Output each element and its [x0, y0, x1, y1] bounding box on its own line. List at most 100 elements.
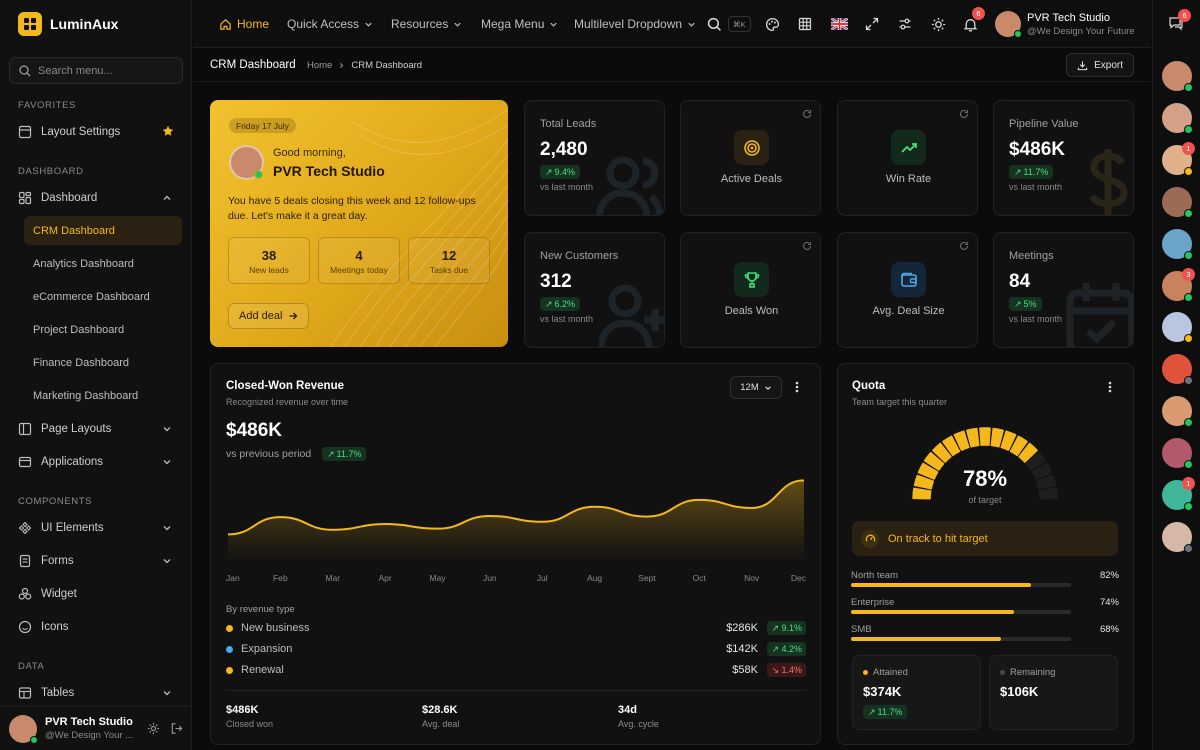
refresh-icon[interactable]: [959, 241, 969, 251]
contact-avatar[interactable]: [1162, 61, 1193, 92]
status-dot: [1184, 418, 1193, 428]
add-deal-button[interactable]: Add deal: [228, 303, 310, 329]
contact-avatar[interactable]: [1162, 396, 1193, 428]
nav-resources[interactable]: Resources: [391, 0, 462, 48]
nav-home[interactable]: Home: [219, 0, 269, 48]
search-icon: [707, 17, 721, 31]
sidebar-user[interactable]: PVR Tech Studio @We Design Your ...: [0, 706, 192, 750]
quota-status-text: On track to hit target: [888, 532, 988, 545]
sidebar-subitem-finance[interactable]: Finance Dashboard: [33, 356, 130, 369]
export-button[interactable]: Export: [1066, 53, 1134, 77]
language-button[interactable]: [829, 14, 849, 34]
x-tick-label: Aug: [587, 573, 602, 583]
settings-sliders-button[interactable]: [895, 14, 915, 34]
gauge-segment-empty: [1035, 474, 1057, 490]
theme-toggle-button[interactable]: [928, 14, 948, 34]
contact-avatar[interactable]: [1162, 312, 1193, 344]
range-select[interactable]: 12M: [730, 376, 782, 399]
contact-avatar[interactable]: [1162, 228, 1193, 260]
tile-avg-deal-size[interactable]: Avg. Deal Size: [837, 232, 978, 348]
gauge-segment-filled: [917, 462, 939, 480]
nav-mega-menu[interactable]: Mega Menu: [481, 0, 558, 48]
nav-multilevel-dropdown[interactable]: Multilevel Dropdown: [574, 0, 696, 48]
star-icon[interactable]: [162, 125, 174, 137]
search-button[interactable]: [704, 14, 724, 34]
contact-avatar[interactable]: [1162, 186, 1193, 218]
topbar-user[interactable]: PVR Tech Studio @We Design Your Future: [995, 11, 1135, 38]
kpi-label: Total Leads: [540, 118, 597, 130]
sidebar-item-icons[interactable]: Icons: [10, 613, 182, 641]
x-tick-label: Jun: [483, 573, 497, 583]
refresh-icon[interactable]: [802, 241, 812, 251]
notifications-badge: 6: [972, 7, 985, 20]
breakdown-name: New business: [241, 622, 310, 634]
refresh-icon[interactable]: [802, 109, 812, 119]
gauge-segment-filled: [1000, 430, 1017, 451]
chevron-down-icon: [550, 22, 557, 27]
revenue-area: [228, 480, 804, 562]
apps-grid-button[interactable]: [795, 14, 815, 34]
sidebar-item-ui-elements[interactable]: UI Elements: [10, 514, 182, 542]
breakdown-row-new-business: New business $286K ↗ 9.1%: [226, 619, 806, 637]
sidebar-subitem-crm[interactable]: CRM Dashboard: [24, 216, 182, 245]
contact-avatar[interactable]: 3: [1162, 267, 1195, 302]
more-vertical-icon[interactable]: [792, 380, 802, 394]
sidebar-subitem-marketing[interactable]: Marketing Dashboard: [33, 389, 139, 402]
avatar[interactable]: [9, 714, 38, 744]
contact-badge: 3: [1182, 267, 1195, 281]
section-dashboard: DASHBOARD: [18, 166, 84, 177]
breadcrumb-bar: CRM Dashboard Home CRM Dashboard Export: [193, 49, 1151, 82]
contact-avatar[interactable]: 1: [1162, 477, 1195, 511]
logout-icon[interactable]: [170, 722, 183, 735]
sidebar-item-page-layouts[interactable]: Page Layouts: [10, 415, 182, 443]
x-tick-label: Jul: [537, 573, 548, 583]
sidebar-subitem-ecommerce[interactable]: eCommerce Dashboard: [33, 290, 150, 303]
avatar: [995, 11, 1022, 38]
revenue-compare: vs previous period: [226, 448, 312, 460]
sidebar-item-label: Applications: [41, 456, 104, 468]
more-vertical-icon[interactable]: [1105, 380, 1115, 394]
theme-palette-button[interactable]: [762, 14, 782, 34]
online-status-dot: [30, 735, 38, 744]
tile-active-deals[interactable]: Active Deals: [680, 100, 821, 216]
sidebar-item-dashboard[interactable]: Dashboard: [10, 184, 182, 212]
sidebar-item-forms[interactable]: Forms: [10, 547, 182, 575]
sidebar-item-layout-settings[interactable]: Layout Settings: [10, 118, 182, 146]
online-status-dot: [254, 170, 263, 179]
contact-avatar[interactable]: 1: [1162, 141, 1195, 176]
contact-avatar[interactable]: [1162, 438, 1193, 470]
nav-quick-access[interactable]: Quick Access: [287, 0, 373, 48]
quota-subtitle: Team target this quarter: [852, 397, 948, 407]
breakdown-change: ↗ 9.1%: [767, 621, 806, 635]
team-bar-north: North team 82%: [851, 570, 1119, 587]
fullscreen-button[interactable]: [862, 14, 882, 34]
sidebar: LuminAux Search menu... FAVORITES Layout…: [0, 0, 192, 750]
brand[interactable]: LuminAux: [18, 12, 118, 36]
contact-avatar[interactable]: [1162, 102, 1193, 134]
attained-value: $374K: [863, 684, 902, 699]
gear-icon[interactable]: [147, 722, 160, 735]
search-menu-input[interactable]: Search menu...: [9, 57, 183, 84]
refresh-icon[interactable]: [959, 109, 969, 119]
welcome-message: You have 5 deals closing this week and 1…: [228, 195, 476, 222]
sidebar-subitem-project[interactable]: Project Dashboard: [33, 323, 125, 336]
status-dot: [1184, 502, 1193, 511]
tile-win-rate[interactable]: Win Rate: [837, 100, 978, 216]
avatar: [229, 145, 264, 180]
messages-button[interactable]: 6: [1168, 9, 1191, 31]
breadcrumb-home[interactable]: Home: [307, 60, 333, 71]
footer-stat-closed-won: $486K Closed won: [226, 704, 273, 729]
contact-avatar[interactable]: [1162, 354, 1193, 386]
breakdown-name: Renewal: [241, 664, 284, 676]
sidebar-item-tables[interactable]: Tables: [10, 679, 182, 707]
notifications-button[interactable]: 6: [960, 7, 985, 34]
search-shortcut-hint: ⌘K: [728, 16, 751, 32]
sidebar-item-widget[interactable]: Widget: [10, 580, 182, 608]
team-progress-track: [851, 610, 1071, 614]
sidebar-subitem-analytics[interactable]: Analytics Dashboard: [33, 257, 134, 270]
sidebar-item-applications[interactable]: Applications: [10, 448, 182, 476]
contact-avatar[interactable]: [1162, 521, 1193, 553]
grid-icon: [798, 17, 812, 31]
tile-deals-won[interactable]: Deals Won: [680, 232, 821, 348]
status-dot: [1184, 83, 1193, 92]
